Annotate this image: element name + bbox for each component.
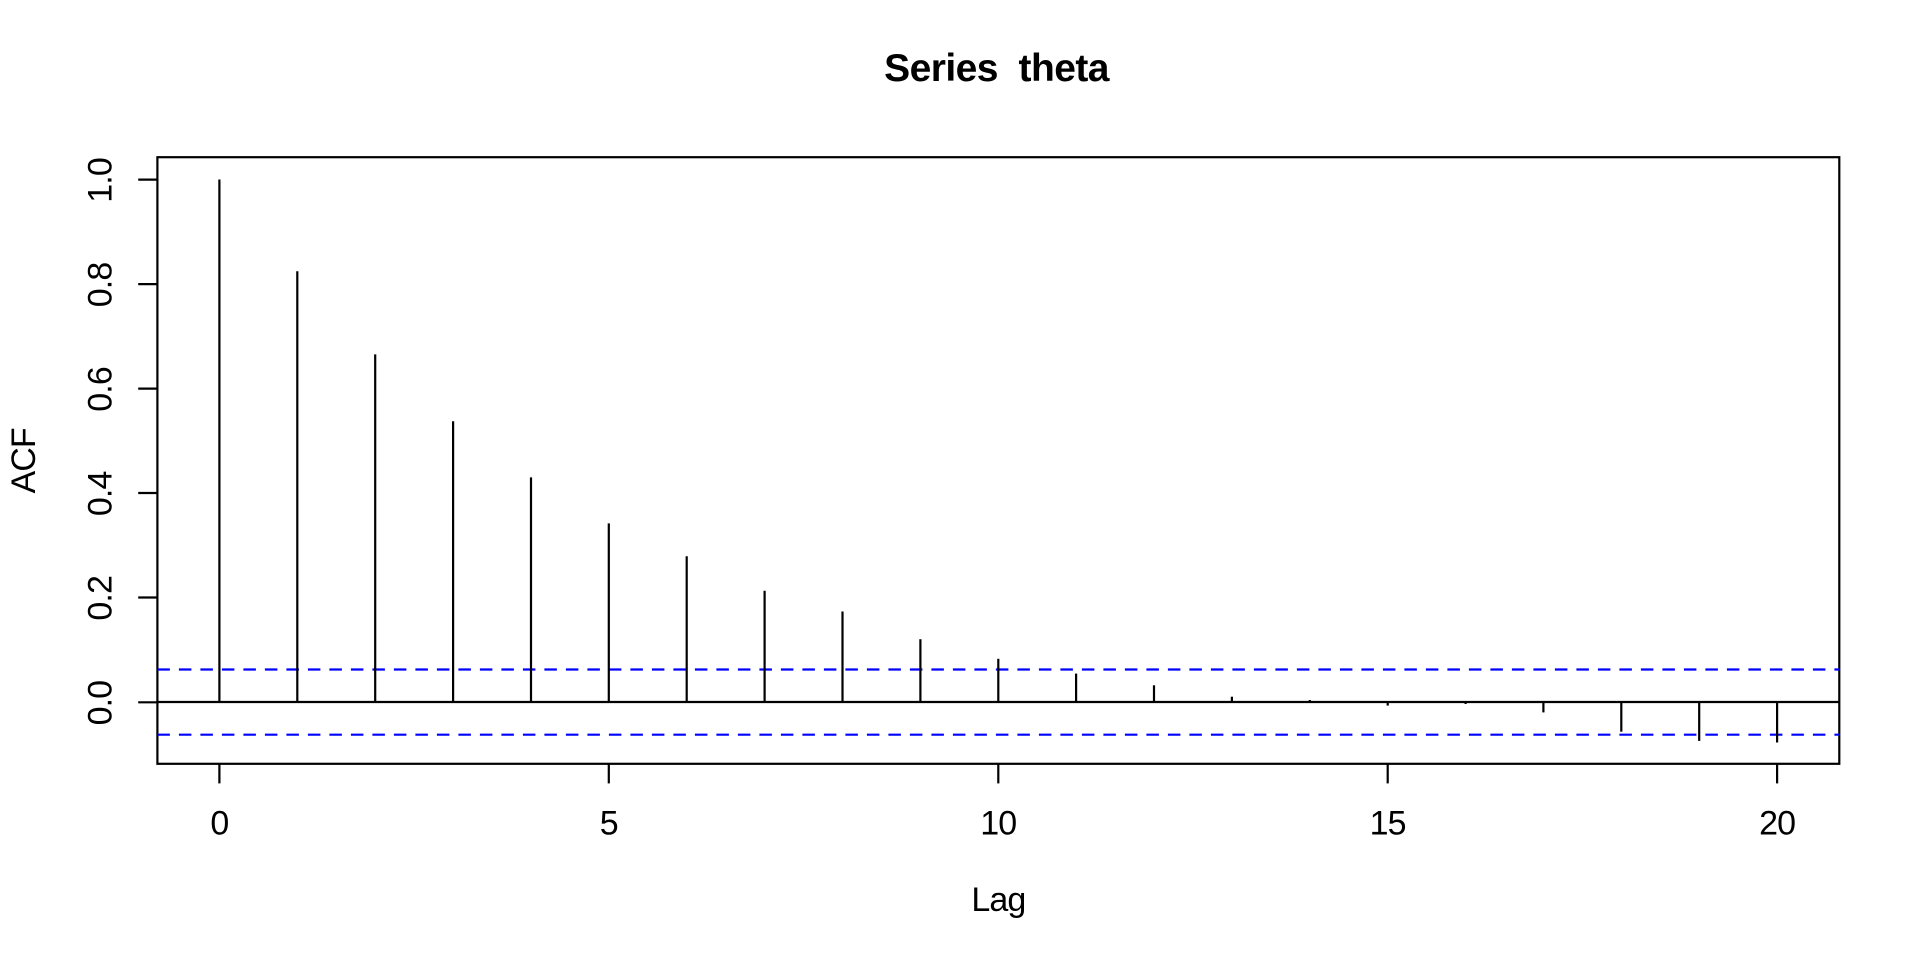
svg-text:10: 10 [980, 805, 1016, 843]
svg-text:ACF: ACF [5, 428, 43, 493]
svg-text:0.0: 0.0 [82, 681, 120, 726]
svg-text:0.2: 0.2 [82, 576, 120, 621]
svg-text:1.0: 1.0 [82, 158, 120, 203]
svg-text:15: 15 [1370, 805, 1406, 843]
svg-text:0: 0 [210, 805, 228, 843]
svg-text:Lag: Lag [971, 881, 1025, 919]
svg-text:5: 5 [600, 805, 618, 843]
svg-text:0.8: 0.8 [82, 263, 120, 308]
svg-text:0.4: 0.4 [82, 472, 120, 517]
svg-text:20: 20 [1759, 805, 1795, 843]
svg-text:0.6: 0.6 [82, 367, 120, 412]
svg-text:Series theta: Series theta [884, 47, 1110, 90]
